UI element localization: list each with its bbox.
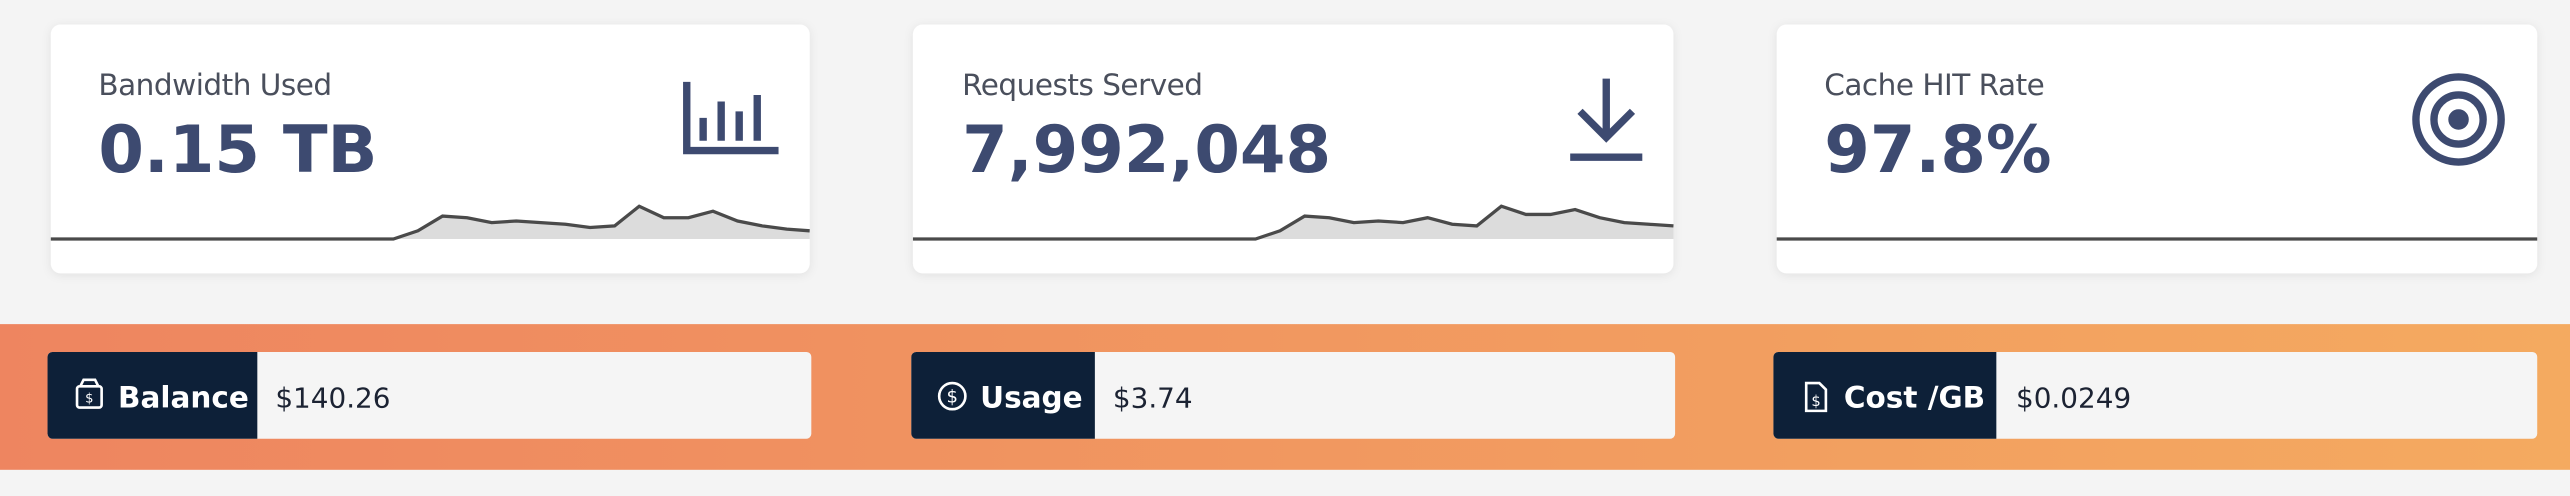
card-value: 97.8%: [1824, 112, 2051, 188]
sparkline: [50, 204, 810, 241]
card-label: Bandwidth Used: [98, 68, 331, 102]
dollar-icon: $: [937, 381, 967, 411]
stat-card: Requests Served 7,992,048: [912, 24, 1674, 274]
billing-label-bg: [911, 351, 1095, 439]
wallet-icon: $: [75, 378, 103, 409]
billing-item: $ Cost /GB $0.0249: [1773, 351, 2538, 439]
card-label: Requests Served: [962, 68, 1202, 102]
billing-box: [911, 351, 1676, 439]
sparkline: [912, 204, 1674, 241]
sparkline-area: [50, 206, 810, 239]
bar-chart-icon: [683, 81, 779, 155]
billing-item: $ Usage $3.74: [911, 351, 1676, 439]
billing-label: Usage: [980, 381, 1083, 415]
stat-card: Cache HIT Rate 97.8%: [1776, 24, 2538, 274]
billing-label-bg: [1773, 351, 1997, 439]
billing-label: Balance: [118, 381, 249, 415]
stat-card: Bandwidth Used 0.15 TB: [50, 24, 810, 274]
billing-value: $0.0249: [2016, 382, 2131, 415]
billing-value: $140.26: [275, 382, 390, 415]
download-icon: [1570, 78, 1643, 161]
sparkline-area: [912, 206, 1674, 239]
svg-text:$: $: [947, 387, 958, 408]
target-icon: [2412, 73, 2505, 166]
card-value: 7,992,048: [962, 112, 1331, 188]
card-bg: [1776, 24, 2538, 274]
card-value: 0.15 TB: [98, 112, 377, 188]
billing-label-bg: [47, 351, 258, 439]
svg-text:$: $: [1811, 393, 1820, 410]
billing-value: $3.74: [1113, 382, 1193, 415]
billing-label: Cost /GB: [1844, 381, 1985, 415]
card-bg: [912, 24, 1674, 274]
invoice-icon: $: [1804, 381, 1828, 413]
svg-text:$: $: [85, 392, 93, 407]
billing-item: $ Balance $140.26: [47, 351, 812, 439]
card-label: Cache HIT Rate: [1824, 68, 2044, 102]
card-bg: [50, 24, 810, 274]
